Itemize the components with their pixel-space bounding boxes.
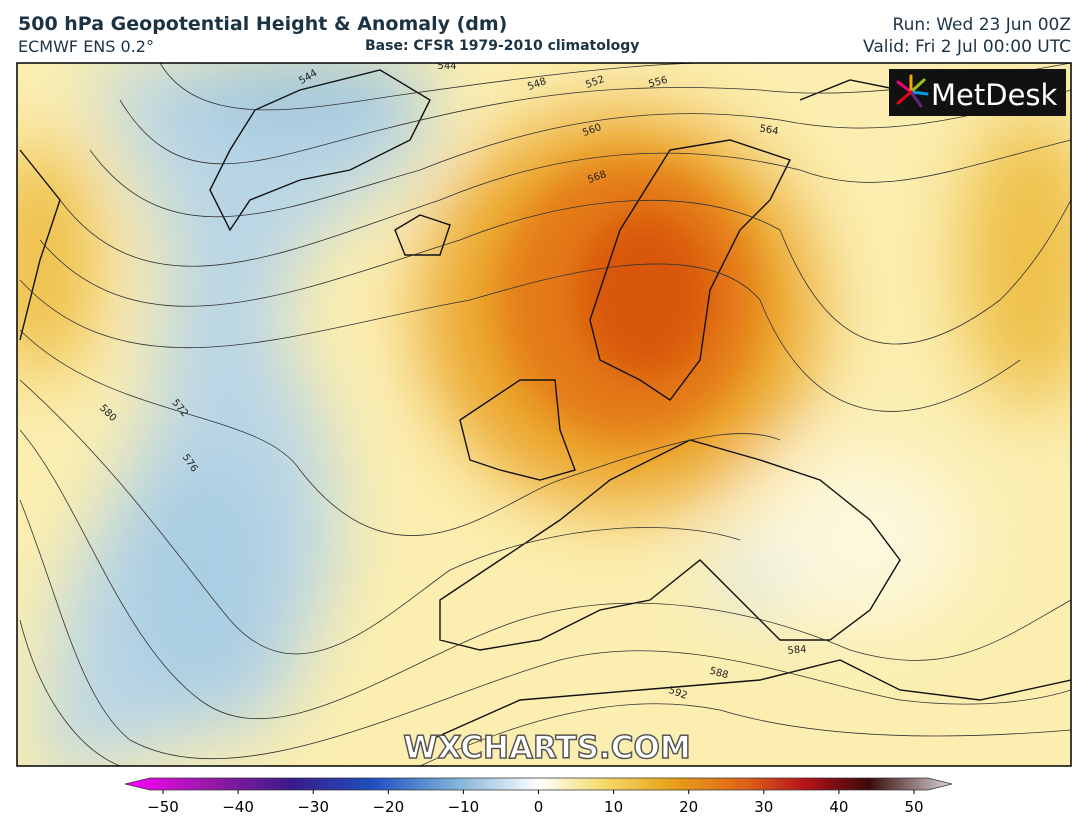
model: ECMWF ENS 0.2° bbox=[18, 37, 154, 56]
contour-label: 564 bbox=[759, 123, 780, 137]
contour-label: 588 bbox=[708, 666, 729, 682]
contour-label: 544 bbox=[437, 61, 456, 72]
colorbar-tick-label: −10 bbox=[448, 798, 480, 816]
colorbar-tick-label: 50 bbox=[904, 798, 923, 816]
colorbar: −50 −40 −30 −20 −10 0 10 20 30 40 50 bbox=[124, 777, 953, 816]
colorbar-tick-label: 0 bbox=[534, 798, 544, 816]
run: Run: Wed 23 Jun 00Z bbox=[892, 15, 1071, 35]
colorbar-tick-label: 30 bbox=[754, 798, 773, 816]
valid: Valid: Fri 2 Jul 00:00 UTC bbox=[863, 37, 1071, 57]
title: 500 hPa Geopotential Height & Anomaly (d… bbox=[18, 13, 508, 35]
colorbar-tick-label: −50 bbox=[147, 798, 179, 816]
logo: MetDesk bbox=[889, 69, 1066, 116]
colorbar-tick-label: 20 bbox=[679, 798, 698, 816]
watermark: WXCHARTS.COM bbox=[403, 730, 690, 766]
colorbar-tick-label: 10 bbox=[604, 798, 623, 816]
contour-label: 584 bbox=[787, 644, 807, 657]
colorbar-tick-label: −20 bbox=[372, 798, 404, 816]
colorbar-tick-label: −40 bbox=[222, 798, 254, 816]
contour-label: 556 bbox=[647, 75, 668, 91]
colorbar-tick-label: −30 bbox=[297, 798, 329, 816]
logo-text: MetDesk bbox=[931, 78, 1058, 112]
colorbar-tick-label: 40 bbox=[829, 798, 848, 816]
map-frame bbox=[16, 62, 1072, 767]
base: Base: CFSR 1979-2010 climatology bbox=[365, 38, 640, 54]
